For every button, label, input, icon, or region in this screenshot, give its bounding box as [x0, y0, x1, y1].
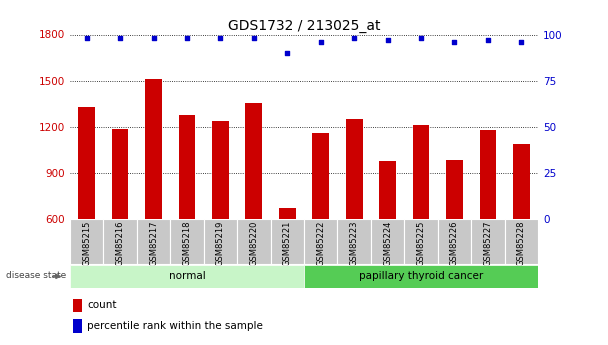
Point [349, 36, 359, 41]
Text: GSM85224: GSM85224 [383, 220, 392, 266]
Bar [73, 319, 82, 333]
Text: percentile rank within the sample: percentile rank within the sample [88, 321, 263, 331]
Point [249, 36, 259, 41]
Bar [271, 219, 304, 264]
Bar [337, 219, 371, 264]
Point [416, 36, 426, 41]
Text: GSM85222: GSM85222 [316, 220, 325, 266]
Text: GSM85219: GSM85219 [216, 220, 225, 266]
Bar [438, 219, 471, 264]
Text: GSM85218: GSM85218 [182, 220, 192, 266]
Point [148, 36, 158, 41]
Text: GSM85217: GSM85217 [149, 220, 158, 266]
Title: GDS1732 / 213025_at: GDS1732 / 213025_at [228, 19, 380, 33]
Text: GSM85216: GSM85216 [116, 220, 125, 266]
Point [517, 39, 527, 45]
Point [182, 36, 192, 41]
Point [282, 50, 292, 56]
Bar [246, 103, 262, 219]
Text: GSM85220: GSM85220 [249, 220, 258, 266]
Point [215, 36, 225, 41]
Bar [70, 265, 304, 288]
Bar [513, 144, 530, 219]
Bar [212, 121, 229, 219]
Bar [404, 219, 438, 264]
Text: GSM85223: GSM85223 [350, 220, 359, 266]
Bar [237, 219, 271, 264]
Bar [73, 299, 82, 312]
Point [483, 37, 493, 43]
Point [115, 36, 125, 41]
Bar [78, 107, 95, 219]
Bar [471, 219, 505, 264]
Bar [379, 161, 396, 219]
Text: count: count [88, 300, 117, 310]
Bar [112, 129, 128, 219]
Bar [103, 219, 137, 264]
Bar [179, 115, 195, 219]
Text: papillary thyroid cancer: papillary thyroid cancer [359, 272, 483, 281]
Point [449, 39, 460, 45]
Bar [346, 119, 362, 219]
Bar [70, 219, 103, 264]
Bar [137, 219, 170, 264]
Bar [413, 125, 429, 219]
Text: GSM85226: GSM85226 [450, 220, 459, 266]
Bar [304, 219, 337, 264]
Text: disease state: disease state [5, 271, 66, 280]
Point [81, 36, 91, 41]
Bar [170, 219, 204, 264]
Bar [304, 265, 538, 288]
Bar [313, 133, 329, 219]
Bar [505, 219, 538, 264]
Point [383, 37, 393, 43]
Text: GSM85215: GSM85215 [82, 220, 91, 266]
Text: GSM85221: GSM85221 [283, 220, 292, 266]
Point [316, 39, 326, 45]
Text: GSM85228: GSM85228 [517, 220, 526, 266]
Bar [446, 160, 463, 219]
Bar [279, 208, 295, 219]
Bar [204, 219, 237, 264]
Bar [480, 130, 496, 219]
Text: GSM85227: GSM85227 [483, 220, 492, 266]
Text: GSM85225: GSM85225 [416, 220, 426, 266]
Text: normal: normal [168, 272, 206, 281]
Bar [371, 219, 404, 264]
Bar [145, 79, 162, 219]
